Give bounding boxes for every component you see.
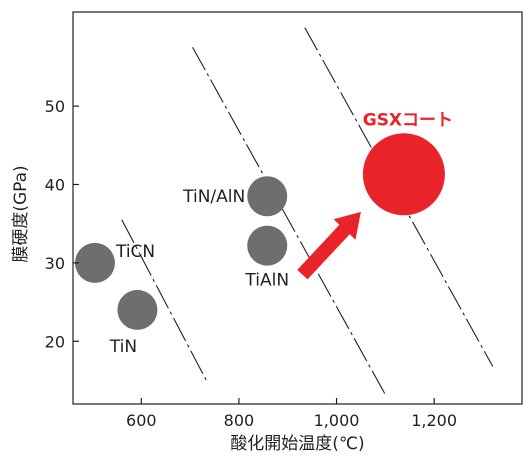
y-axis-label: 膜硬度(GPa)	[11, 165, 31, 262]
x-tick-label: 1,000	[314, 411, 360, 430]
plot-frame	[72, 11, 523, 405]
trend-lines	[121, 27, 494, 395]
point-tin-aln	[247, 176, 288, 217]
point-label-tialn: TiAlN	[244, 271, 289, 291]
x-tick-label: 800	[224, 411, 255, 430]
point-label-tin-aln: TiN/AlN	[182, 187, 245, 207]
trend-line	[192, 47, 386, 395]
point-tin	[117, 289, 158, 330]
highlight-arrow-group	[297, 211, 361, 280]
point-label-ticn: TiCN	[115, 242, 155, 262]
y-tick-label: 50	[45, 97, 65, 116]
data-points	[74, 133, 445, 330]
point-label-tin: TiN	[109, 337, 137, 357]
trend-line	[121, 219, 208, 383]
point-labels: TiCN TiN TiN/AlN TiAlN GSXコート	[109, 110, 453, 357]
highlight-arrow	[297, 211, 361, 280]
plot-area-border	[72, 11, 523, 405]
y-tick-label: 30	[45, 254, 65, 273]
point-label-gsx: GSXコート	[363, 110, 453, 130]
x-tick-label: 600	[126, 411, 157, 430]
y-tick-label: 20	[45, 332, 65, 351]
x-tick-label: 1,200	[411, 411, 457, 430]
axis-ticks: 600 800 1,000 1,200 20 30 40 50	[45, 97, 457, 430]
point-tialn	[247, 225, 288, 266]
x-axis-label: 酸化開始温度(℃)	[230, 434, 364, 454]
y-tick-label: 40	[45, 175, 65, 194]
point-ticn	[74, 242, 115, 283]
point-gsx	[362, 133, 445, 216]
